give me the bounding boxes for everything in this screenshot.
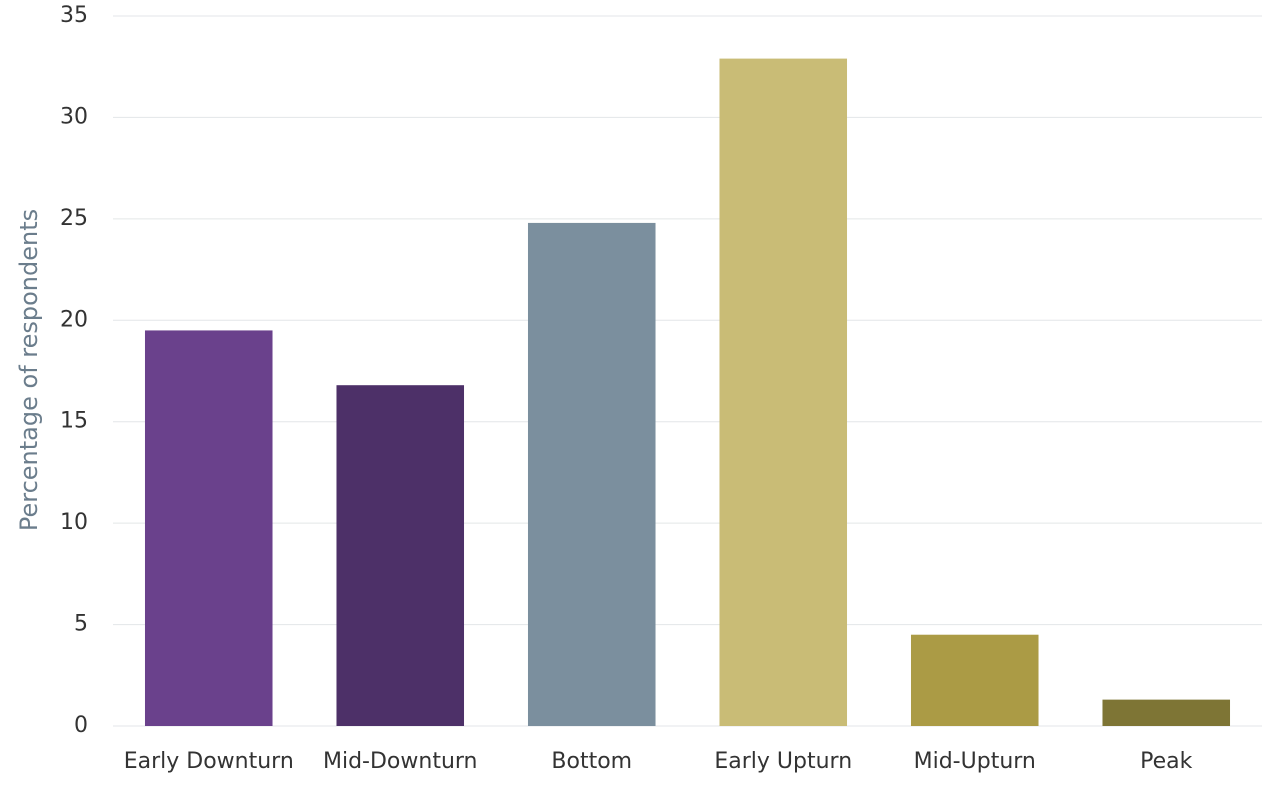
bar <box>336 385 465 726</box>
y-tick-label: 15 <box>60 409 88 434</box>
y-tick-label: 25 <box>60 206 88 231</box>
x-tick-label: Mid-Upturn <box>914 749 1036 774</box>
y-tick-label: 10 <box>60 510 88 535</box>
y-tick-label: 30 <box>60 104 88 129</box>
x-tick-label: Early Upturn <box>714 749 852 774</box>
y-tick-label: 5 <box>74 612 88 637</box>
bar <box>527 222 656 726</box>
x-tick-label: Peak <box>1140 749 1192 774</box>
x-tick-label: Early Downturn <box>124 749 294 774</box>
y-tick-label: 0 <box>74 713 88 738</box>
x-tick-label: Mid-Downturn <box>323 749 478 774</box>
bar <box>1102 699 1231 726</box>
x-tick-label: Bottom <box>551 749 632 774</box>
bar <box>719 58 848 727</box>
bar <box>144 330 273 726</box>
y-tick-label: 35 <box>60 3 88 28</box>
y-tick-label: 20 <box>60 307 88 332</box>
y-axis-label: Percentage of respondents <box>15 209 43 531</box>
bar <box>910 634 1039 726</box>
